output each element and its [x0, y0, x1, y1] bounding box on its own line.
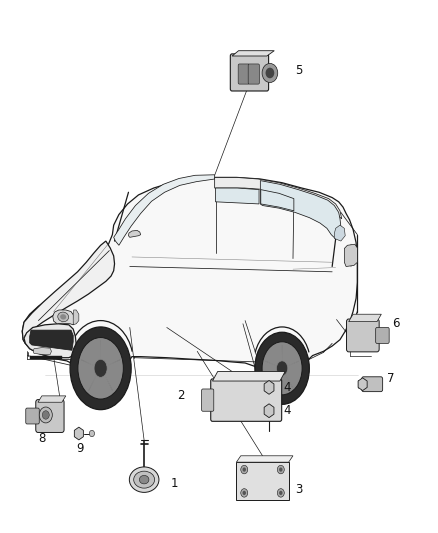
Polygon shape	[22, 241, 115, 343]
Text: 6: 6	[392, 317, 400, 330]
Text: 3: 3	[295, 483, 303, 496]
Polygon shape	[237, 462, 289, 500]
Polygon shape	[128, 230, 141, 237]
Polygon shape	[232, 51, 274, 56]
Circle shape	[42, 411, 49, 419]
Text: 9: 9	[77, 442, 84, 455]
Polygon shape	[260, 181, 341, 239]
Ellipse shape	[262, 342, 302, 395]
Circle shape	[277, 489, 284, 497]
Polygon shape	[286, 375, 293, 387]
Polygon shape	[33, 348, 51, 354]
FancyBboxPatch shape	[201, 389, 214, 411]
Polygon shape	[282, 345, 283, 360]
Polygon shape	[22, 177, 357, 372]
Text: 2: 2	[177, 390, 185, 402]
Polygon shape	[105, 376, 113, 391]
Ellipse shape	[78, 337, 124, 399]
Polygon shape	[215, 177, 342, 219]
Circle shape	[241, 465, 248, 474]
Circle shape	[243, 467, 246, 472]
FancyBboxPatch shape	[211, 379, 282, 421]
Ellipse shape	[60, 314, 66, 319]
FancyBboxPatch shape	[36, 400, 64, 432]
Polygon shape	[74, 427, 83, 440]
Polygon shape	[53, 310, 74, 325]
Polygon shape	[212, 372, 285, 381]
Ellipse shape	[129, 467, 159, 492]
Polygon shape	[30, 356, 62, 359]
Polygon shape	[334, 225, 345, 241]
FancyBboxPatch shape	[248, 64, 259, 84]
FancyBboxPatch shape	[26, 408, 39, 424]
Circle shape	[279, 467, 283, 472]
Polygon shape	[114, 175, 215, 245]
Polygon shape	[349, 314, 381, 321]
Polygon shape	[88, 376, 96, 391]
FancyBboxPatch shape	[230, 54, 268, 91]
Polygon shape	[264, 381, 274, 394]
Polygon shape	[344, 244, 357, 266]
Polygon shape	[264, 404, 274, 418]
Polygon shape	[108, 359, 120, 366]
Ellipse shape	[139, 475, 149, 484]
Text: 4: 4	[283, 404, 290, 417]
Polygon shape	[100, 341, 101, 359]
Circle shape	[265, 68, 274, 78]
FancyBboxPatch shape	[376, 327, 389, 343]
Ellipse shape	[255, 332, 309, 405]
Ellipse shape	[70, 327, 131, 410]
Circle shape	[89, 430, 95, 437]
Circle shape	[39, 407, 52, 423]
FancyBboxPatch shape	[346, 319, 379, 352]
Polygon shape	[272, 375, 279, 387]
Text: 1: 1	[170, 478, 178, 490]
Circle shape	[241, 489, 248, 497]
FancyBboxPatch shape	[238, 64, 250, 84]
Ellipse shape	[58, 312, 69, 321]
Polygon shape	[73, 310, 79, 325]
FancyBboxPatch shape	[362, 377, 383, 392]
Polygon shape	[30, 330, 73, 350]
Polygon shape	[358, 378, 367, 391]
Text: 7: 7	[388, 373, 395, 385]
Circle shape	[277, 465, 284, 474]
Text: 5: 5	[295, 64, 303, 77]
Polygon shape	[215, 188, 259, 204]
Polygon shape	[24, 324, 76, 358]
Circle shape	[279, 491, 283, 495]
Polygon shape	[288, 361, 299, 366]
Polygon shape	[38, 396, 66, 402]
Polygon shape	[237, 456, 293, 462]
Polygon shape	[265, 361, 276, 366]
Text: 4: 4	[283, 381, 290, 394]
Ellipse shape	[134, 471, 155, 488]
Polygon shape	[261, 190, 294, 211]
Circle shape	[262, 63, 278, 83]
Circle shape	[243, 491, 246, 495]
Polygon shape	[81, 359, 93, 366]
Ellipse shape	[276, 361, 288, 376]
Ellipse shape	[94, 359, 107, 377]
Text: 8: 8	[38, 432, 45, 445]
